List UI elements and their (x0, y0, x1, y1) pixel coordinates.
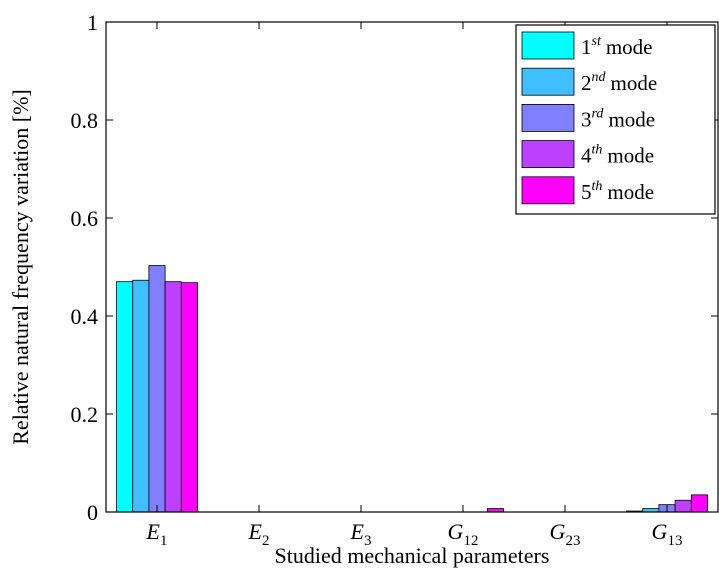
y-tick-label: 0.6 (71, 206, 99, 231)
legend-swatch (521, 67, 575, 96)
x-tick-label-subscript: 1 (160, 533, 168, 549)
legend-mode-word: mode (608, 107, 655, 131)
x-tick-label-base: E (350, 519, 365, 544)
legend-label: 2nd mode (581, 70, 657, 95)
legend-ordinal: 2 (581, 71, 592, 95)
legend-label: 4th mode (581, 143, 654, 168)
legend-ordinal-suffix: th (592, 179, 603, 194)
legend-label: 3rd mode (581, 106, 655, 131)
x-tick-label: G13 (652, 519, 683, 549)
x-axis-title: Studied mechanical parameters (275, 543, 550, 568)
bar-2nd-E1 (132, 279, 150, 513)
x-tick-label: E3 (350, 519, 372, 549)
y-tick-label: 0.4 (71, 304, 99, 329)
bar-1st-E1 (116, 281, 134, 513)
x-tick-label-base: E (248, 519, 263, 544)
legend-swatch (521, 31, 575, 60)
bar-5th-E1 (180, 282, 198, 513)
x-tick-label-base: G (550, 519, 566, 544)
legend-swatch (521, 140, 575, 169)
y-tick-label: 0.8 (71, 108, 99, 133)
legend-ordinal-suffix: st (592, 34, 602, 49)
bar-4th-E1 (164, 281, 182, 513)
y-tick-label: 1 (87, 10, 98, 35)
legend-ordinal: 4 (581, 144, 592, 168)
x-tick-label-base: G (652, 519, 668, 544)
bar-4th-G13 (674, 499, 692, 513)
x-tick-label-subscript: 3 (364, 533, 372, 549)
bar-5th-G13 (690, 494, 708, 513)
legend-mode-word: mode (606, 35, 653, 59)
legend-ordinal: 1 (581, 35, 592, 59)
y-tick-label: 0 (87, 500, 98, 525)
x-tick-label-subscript: 12 (463, 533, 478, 549)
legend-mode-word: mode (607, 144, 654, 168)
x-tick-label: E2 (248, 519, 270, 549)
bar-3rd-E1 (148, 265, 166, 513)
y-axis-title: Relative natural frequency variation [%] (8, 89, 33, 445)
x-tick-label-subscript: 2 (262, 533, 270, 549)
x-tick-label: E1 (146, 519, 168, 549)
bars-layer (116, 265, 708, 513)
legend-ordinal: 5 (581, 180, 592, 204)
legend-swatch (521, 176, 575, 205)
x-tick-label-subscript: 13 (667, 533, 682, 549)
legend-label: 1st mode (581, 34, 653, 59)
y-tick-label: 0.2 (71, 402, 99, 427)
legend-ordinal-suffix: nd (592, 70, 607, 85)
legend-mode-word: mode (607, 180, 654, 204)
x-tick-label-subscript: 23 (565, 533, 580, 549)
x-tick-label-base: E (146, 519, 161, 544)
legend-swatch (521, 104, 575, 132)
legend-ordinal: 3 (581, 107, 592, 131)
x-tick-label-base: G (448, 519, 464, 544)
plot-frame (105, 21, 719, 513)
legend-mode-word: mode (611, 71, 658, 95)
x-tick-label: G12 (448, 519, 479, 549)
legend-ordinal-suffix: rd (592, 106, 605, 121)
legend-ordinal-suffix: th (592, 143, 603, 158)
x-tick-label: G23 (550, 519, 581, 549)
legend-label: 5th mode (581, 179, 654, 204)
